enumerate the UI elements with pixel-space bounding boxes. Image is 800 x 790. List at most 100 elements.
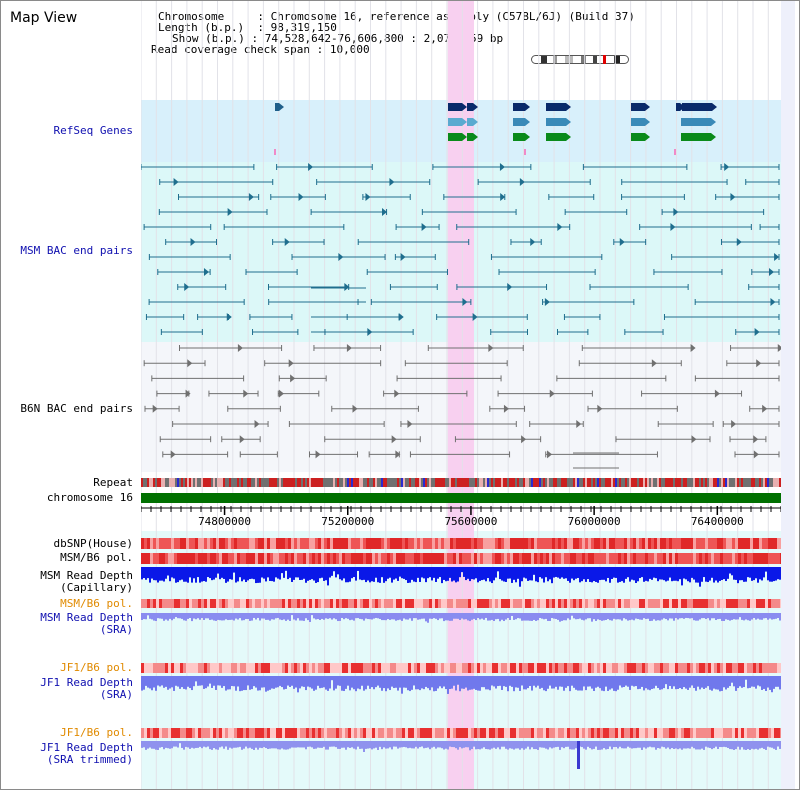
jf1-trimmed-depth-bar — [731, 741, 733, 750]
repeat-segment — [771, 478, 773, 487]
label-repeat[interactable]: Repeat — [93, 476, 133, 489]
msm-sra-depth-bar — [361, 613, 363, 620]
chromosome-ideogram[interactable] — [531, 55, 629, 64]
heat-cell — [231, 553, 234, 564]
msm-sra-depth-bar — [551, 613, 553, 619]
heat-cell — [606, 599, 609, 608]
repeat-segment — [773, 478, 775, 487]
heat-cell — [216, 728, 219, 738]
quantitative-tracks[interactable] — [141, 538, 781, 769]
msm-capillary-depth-bar — [159, 567, 161, 581]
label-msm-b6-pol-2[interactable]: MSM/B6 pol. — [60, 597, 133, 610]
msm-capillary-depth-bar — [711, 567, 713, 578]
heat-cell — [168, 599, 171, 608]
msm-capillary-depth-bar — [213, 567, 215, 580]
label-b6n-bac-end-pairs[interactable]: B6N BAC end pairs — [20, 402, 133, 415]
heat-cell — [594, 538, 597, 549]
heat-cell — [192, 599, 195, 608]
jf1-sra-depth-bar — [585, 676, 587, 691]
msm-sra-depth-bar — [393, 613, 395, 620]
bac-end-arrow — [549, 389, 555, 398]
heat-cell — [249, 553, 252, 564]
heat-cell — [456, 663, 459, 673]
heat-cell — [330, 728, 333, 738]
heat-cell — [435, 663, 438, 673]
repeat-track[interactable] — [141, 478, 781, 487]
repeat-segment — [693, 478, 695, 487]
heat-cell — [630, 599, 633, 608]
msm-capillary-depth-bar — [307, 567, 309, 581]
bac-end-arrow — [398, 313, 404, 321]
repeat-segment — [517, 478, 519, 487]
jf1-sra-depth-bar — [279, 676, 281, 686]
repeat-segment — [257, 478, 259, 487]
msm-capillary-depth-bar — [339, 567, 341, 580]
repeat-segment — [259, 478, 261, 487]
genome-browser-plot[interactable]: 74800000 75200000 75600000 76000000 76400000 — [141, 1, 781, 790]
label-msm-b6-pol-1[interactable]: MSM/B6 pol. — [60, 551, 133, 564]
selected-region-highlight[interactable] — [447, 1, 475, 790]
label-msm-read-depth-capillary[interactable]: MSM Read Depth — [40, 569, 133, 582]
label-jf1-b6-pol-2[interactable]: JF1/B6 pol. — [60, 726, 133, 739]
heat-cell — [675, 553, 678, 564]
jf1-sra-depth-bar — [323, 676, 325, 688]
heat-cell — [441, 538, 444, 549]
gene-feature — [467, 118, 473, 126]
jf1-trimmed-depth-bar — [635, 741, 637, 749]
label-jf1-read-depth-sra[interactable]: JF1 Read Depth — [40, 676, 133, 689]
repeat-segment — [683, 478, 685, 487]
label-dbsnp[interactable]: dbSNP(House) — [53, 537, 133, 550]
label-msm-bac-end-pairs[interactable]: MSM BAC end pairs — [20, 244, 133, 257]
repeat-segment — [709, 478, 711, 487]
heat-cell — [300, 599, 303, 608]
msm-sra-depth-bar — [553, 613, 555, 619]
msm-bac-pair-features[interactable] — [141, 163, 780, 336]
label-jf1-sra: (SRA) — [99, 688, 133, 701]
label-refseq-genes[interactable]: RefSeq Genes — [53, 124, 133, 137]
heat-cell — [366, 663, 369, 673]
msm-sra-depth-bar — [609, 613, 611, 621]
heat-cell — [585, 553, 588, 564]
jf1-sra-depth-bar — [177, 676, 179, 687]
repeat-segment — [749, 478, 751, 487]
heat-cell — [273, 599, 276, 608]
jf1-sra-depth-bar — [731, 676, 733, 683]
heat-cell — [690, 553, 693, 564]
b6n-bac-pair-features[interactable] — [143, 344, 781, 469]
heat-cell — [762, 553, 765, 564]
jf1-sra-depth-bar — [699, 676, 701, 690]
jf1-sra-depth-bar — [169, 676, 171, 689]
label-jf1-b6-pol-1[interactable]: JF1/B6 pol. — [60, 661, 133, 674]
msm-capillary-depth-bar — [729, 567, 731, 574]
coverage-label: Read coverage check span — [151, 43, 310, 56]
heat-cell — [303, 728, 306, 738]
heat-cell — [402, 663, 405, 673]
heat-cell — [735, 728, 738, 738]
jf1-trimmed-depth-bar — [287, 741, 289, 750]
jf1-sra-depth-bar — [665, 676, 667, 685]
repeat-segment — [591, 478, 593, 487]
heat-cell — [564, 599, 567, 608]
label-jf1-read-depth-trimmed[interactable]: JF1 Read Depth — [40, 741, 133, 754]
msm-capillary-depth-bar — [763, 567, 765, 578]
heat-cell — [750, 553, 753, 564]
heat-cell — [390, 728, 393, 738]
repeat-segment — [707, 478, 709, 487]
repeat-segment — [343, 478, 345, 487]
refseq-gene-features[interactable] — [274, 103, 717, 155]
repeat-segment — [365, 478, 367, 487]
heat-cell — [225, 553, 228, 564]
heat-cell — [684, 599, 687, 608]
heat-cell — [573, 553, 576, 564]
repeat-segment — [179, 478, 181, 487]
msm-sra-depth-bar — [585, 613, 587, 620]
jf1-trimmed-depth-bar — [581, 741, 583, 748]
msm-sra-depth-bar — [603, 613, 605, 621]
heat-cell — [540, 538, 543, 549]
heat-cell — [567, 663, 570, 673]
label-msm-read-depth-sra[interactable]: MSM Read Depth — [40, 611, 133, 624]
jf1-trimmed-depth-bar — [237, 741, 239, 748]
msm-capillary-depth-bar — [355, 567, 357, 581]
heat-cell — [660, 599, 663, 608]
jf1-trimmed-depth-bar — [403, 741, 405, 747]
